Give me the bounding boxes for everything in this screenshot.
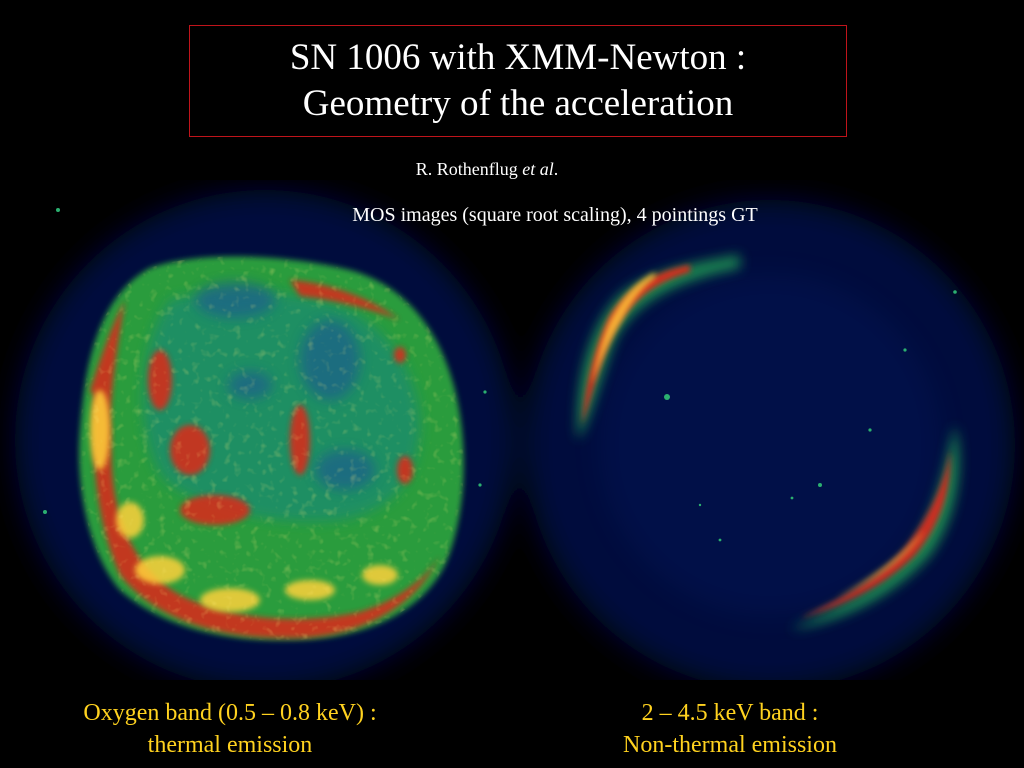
subtitle: MOS images (square root scaling), 4 poin… bbox=[0, 204, 1024, 227]
title-line-1: SN 1006 with XMM-Newton : bbox=[289, 37, 747, 78]
author-period: . bbox=[553, 159, 559, 179]
xray-images bbox=[15, 190, 1015, 680]
caption-left: Oxygen band (0.5 – 0.8 keV) : thermal em… bbox=[20, 697, 440, 761]
author-etal: et al bbox=[522, 159, 554, 179]
nonthermal-band-image bbox=[577, 255, 959, 630]
title-line-2: Geometry of the acceleration bbox=[302, 83, 734, 124]
author-line: R. Rothenflug et al. bbox=[0, 159, 1024, 180]
point-sources-left bbox=[43, 208, 487, 514]
caption-left-line-1: Oxygen band (0.5 – 0.8 keV) : bbox=[83, 700, 377, 726]
subtitle-text: MOS images (square root scaling), 4 poin… bbox=[352, 204, 758, 226]
caption-right: 2 – 4.5 keV band : Non-thermal emission bbox=[560, 697, 900, 761]
caption-left-line-2: thermal emission bbox=[147, 732, 313, 758]
oxygen-band-image bbox=[79, 256, 464, 641]
author-name: R. Rothenflug bbox=[415, 159, 518, 179]
caption-right-line-2: Non-thermal emission bbox=[623, 732, 837, 758]
title-box: SN 1006 with XMM-Newton : Geometry of th… bbox=[189, 25, 847, 137]
caption-right-line-1: 2 – 4.5 keV band : bbox=[641, 700, 819, 726]
